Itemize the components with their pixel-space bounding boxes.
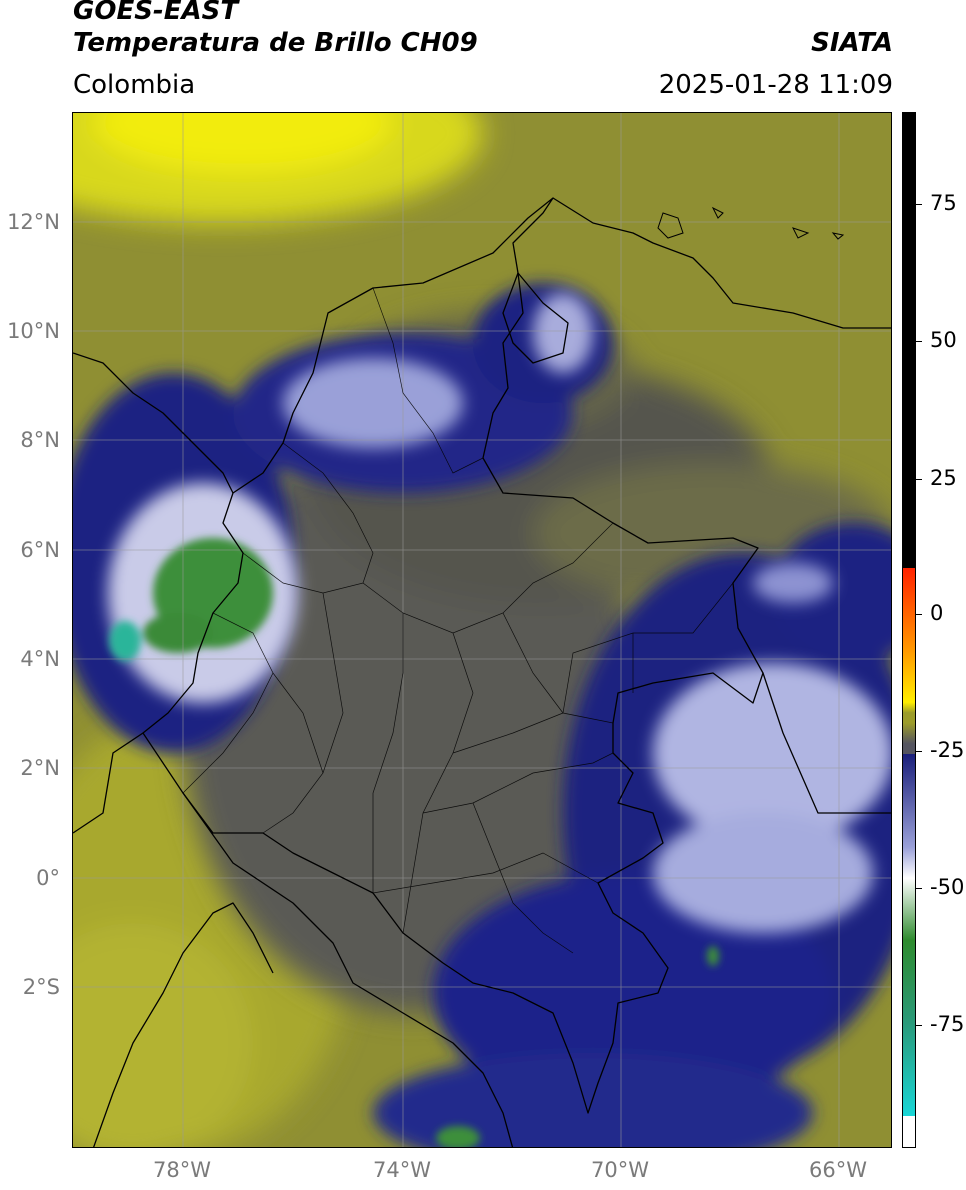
venezuela-coast bbox=[552, 197, 891, 329]
lat-tick-6n: 6°N bbox=[20, 538, 60, 562]
country-borders bbox=[73, 197, 891, 1147]
department-borders bbox=[182, 287, 734, 954]
ecuador-peru bbox=[73, 732, 144, 834]
colorbar-tick bbox=[916, 751, 922, 752]
panama-coast bbox=[73, 352, 234, 494]
warm-yellow-region bbox=[73, 113, 483, 1147]
lon-tick-78w: 78°W bbox=[153, 1158, 211, 1182]
producer-label: SIATA bbox=[811, 28, 893, 58]
caribbean-islands bbox=[657, 206, 845, 240]
colorbar-tick bbox=[916, 341, 922, 342]
colorbar-label-minus25: -25 bbox=[930, 738, 965, 762]
lake-maracaibo bbox=[502, 272, 569, 364]
lon-tick-74w: 74°W bbox=[373, 1158, 431, 1182]
lat-tick-10n: 10°N bbox=[7, 319, 60, 343]
lat-tick-0: 0° bbox=[36, 866, 60, 890]
lon-tick-66w: 66°W bbox=[809, 1158, 867, 1182]
colorbar-label-50: 50 bbox=[930, 328, 957, 352]
satellite-map bbox=[73, 113, 891, 1147]
product-title: Temperatura de Brillo CH09 bbox=[73, 28, 478, 58]
colorbar-tick bbox=[916, 479, 922, 480]
map-panel[interactable] bbox=[72, 112, 892, 1148]
temperature-colorbar bbox=[902, 112, 916, 1148]
satellite-name: GOES-EAST bbox=[73, 0, 239, 26]
lat-tick-4n: 4°N bbox=[20, 647, 60, 671]
lat-tick-2n: 2°N bbox=[20, 756, 60, 780]
colorbar-label-0: 0 bbox=[930, 601, 944, 625]
colorbar-label-75: 75 bbox=[930, 191, 957, 215]
timestamp-label: 2025-01-28 11:09 bbox=[658, 70, 893, 100]
colorbar-label-minus50: -50 bbox=[930, 875, 965, 899]
peru-border bbox=[182, 792, 514, 1147]
colorbar-tick bbox=[916, 204, 922, 205]
colorbar-tick bbox=[916, 888, 922, 889]
lat-tick-8n: 8°N bbox=[20, 428, 60, 452]
lat-tick-2s: 2°S bbox=[22, 975, 60, 999]
colorbar-label-25: 25 bbox=[930, 466, 957, 490]
gridlines bbox=[73, 113, 891, 1147]
pacific-coast-south bbox=[93, 902, 274, 1147]
lat-tick-12n: 12°N bbox=[7, 210, 60, 234]
colombia-border bbox=[142, 197, 764, 1114]
colorbar-tick bbox=[916, 1025, 922, 1026]
lon-tick-70w: 70°W bbox=[591, 1158, 649, 1182]
region-label: Colombia bbox=[73, 70, 196, 100]
colorbar-tick bbox=[916, 614, 922, 615]
venezuela-border-south bbox=[762, 672, 891, 814]
very-cold-tops bbox=[108, 293, 891, 933]
colorbar-label-minus75: -75 bbox=[930, 1012, 965, 1036]
